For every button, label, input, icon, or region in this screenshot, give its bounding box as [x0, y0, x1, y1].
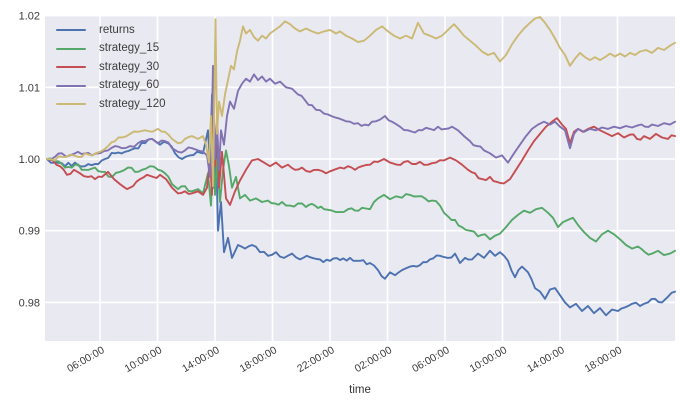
legend-label: strategy_120 [99, 97, 166, 110]
legend-line-swatch [56, 29, 86, 32]
legend-line-swatch [56, 66, 86, 69]
x-tick-label: 06:00:00 [410, 344, 452, 375]
series-line-strategy_60 [46, 64, 676, 178]
legend-item-strategy-30: strategy_30 [56, 58, 166, 77]
series-line-strategy_15 [46, 149, 676, 257]
x-tick-label: 22:00:00 [295, 344, 337, 375]
legend-label: returns [99, 23, 135, 36]
series-line-strategy_30 [46, 113, 676, 206]
legend-line-swatch [56, 103, 86, 106]
legend-label: strategy_60 [99, 79, 160, 91]
legend-line-swatch [56, 47, 86, 50]
y-tick-label: 1.00 [19, 154, 40, 166]
x-axis-tick-labels: 06:00:00 10:00:00 14:00:00 18:00:00 22:00:00… [65, 344, 624, 375]
legend-label: strategy_30 [99, 60, 160, 73]
legend-item-strategy-15: strategy_15 [56, 40, 166, 59]
x-axis-title: time [349, 384, 371, 396]
legend: returns strategy_15 strategy_30 strategy… [56, 21, 166, 114]
x-tick-label: 06:00:00 [65, 344, 107, 375]
x-tick-label: 10:00:00 [468, 344, 510, 375]
series-line-strategy_120 [46, 16, 676, 188]
x-tick-label: 02:00:00 [353, 344, 395, 375]
x-tick-label: 18:00:00 [238, 344, 280, 375]
y-tick-label: 1.01 [19, 82, 40, 94]
legend-item-strategy-60: strategy_60 [56, 77, 166, 96]
legend-label: strategy_15 [99, 42, 160, 54]
series-line-returns [46, 93, 676, 317]
x-tick-label: 14:00:00 [525, 344, 567, 375]
legend-line-swatch [56, 84, 86, 87]
x-tick-label: 10:00:00 [123, 344, 165, 375]
y-tick-label: 0.98 [19, 297, 40, 309]
x-tick-label: 14:00:00 [180, 344, 222, 375]
x-tick-label: 18:00:00 [583, 344, 625, 375]
legend-item-returns: returns [56, 21, 166, 40]
y-axis-tick-labels: 1.02 1.01 1.00 0.99 0.98 [19, 11, 40, 310]
series-lines [46, 16, 676, 317]
y-tick-label: 0.99 [19, 226, 40, 238]
plot-area [45, 16, 675, 341]
legend-item-strategy-120: strategy_120 [56, 95, 166, 114]
plot-background [45, 16, 675, 341]
y-tick-label: 1.02 [19, 11, 40, 23]
